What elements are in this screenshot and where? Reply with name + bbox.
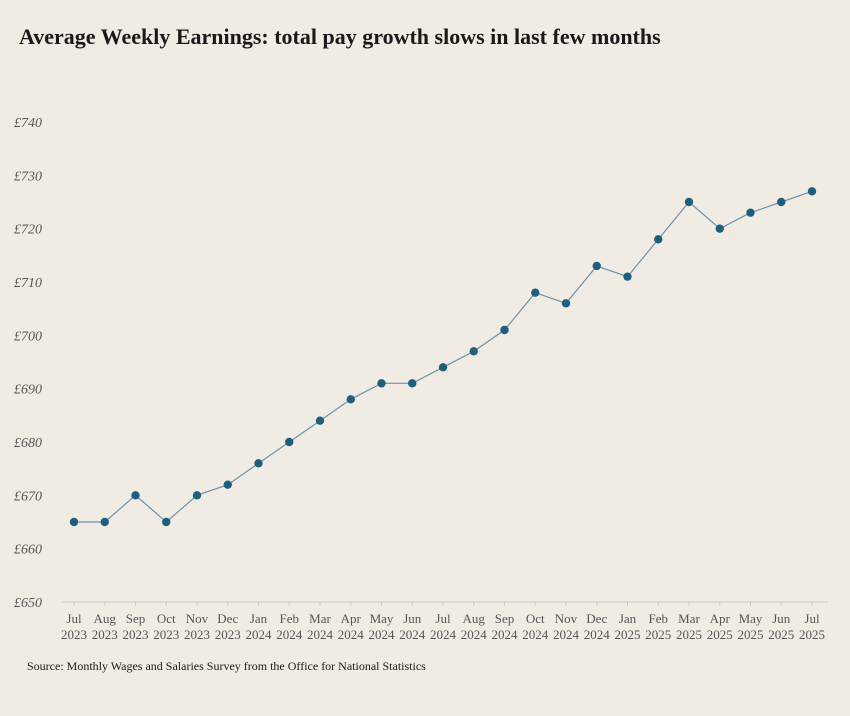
data-point xyxy=(100,517,109,527)
x-tick-label: Feb 2025 xyxy=(645,611,671,642)
series-markers xyxy=(69,187,817,527)
x-tick-label: Feb 2024 xyxy=(276,611,303,642)
x-tick-label: Jan 2024 xyxy=(246,611,273,642)
data-point xyxy=(684,197,694,207)
data-point xyxy=(531,288,540,297)
data-point xyxy=(223,480,232,489)
data-point xyxy=(346,395,355,404)
x-tick-label: Jul 2024 xyxy=(430,611,457,642)
data-point xyxy=(654,235,663,244)
series-line xyxy=(74,190,813,523)
x-tick-label: Aug 2023 xyxy=(92,611,118,642)
data-point xyxy=(500,325,509,335)
data-point xyxy=(469,347,478,356)
x-tick-label: Oct 2023 xyxy=(153,611,179,642)
x-tick-label: Apr 2025 xyxy=(707,611,733,642)
data-point xyxy=(192,491,202,500)
x-tick-label: Dec 2024 xyxy=(584,611,611,642)
data-point xyxy=(592,261,601,271)
data-point xyxy=(807,187,817,196)
y-tick-label: £680 xyxy=(14,436,42,451)
y-tick-label: £650 xyxy=(14,596,42,611)
x-tick-label: Oct 2024 xyxy=(522,611,549,642)
x-tick-label: Jun 2024 xyxy=(399,611,426,642)
chart-title: Average Weekly Earnings: total pay growt… xyxy=(19,24,661,49)
x-tick-label: Apr 2024 xyxy=(338,611,365,642)
source-note: Source: Monthly Wages and Salaries Surve… xyxy=(27,659,426,673)
y-axis: £650 £660 £670 £680 £690 £700 £710 £720 £730 £740 xyxy=(14,116,42,611)
x-tick-label: Jan 2025 xyxy=(615,611,641,642)
data-point xyxy=(131,491,140,500)
data-point xyxy=(715,224,724,233)
x-tick-label: Jul 2025 xyxy=(799,611,825,642)
x-tick-label: Jun 2025 xyxy=(768,611,794,642)
x-tick-label: Sep 2024 xyxy=(492,611,519,642)
data-point xyxy=(69,517,79,527)
y-tick-label: £740 xyxy=(14,116,42,131)
x-tick-label: Mar 2024 xyxy=(307,611,334,642)
data-point xyxy=(377,379,386,388)
data-point xyxy=(746,208,755,217)
x-tick-label: Aug 2024 xyxy=(461,611,488,642)
y-tick-label: £720 xyxy=(14,223,42,238)
x-tick-label: Mar 2025 xyxy=(676,611,702,642)
data-point xyxy=(623,272,632,281)
x-tick-label: May 2025 xyxy=(738,611,764,642)
x-tick-label: Nov 2024 xyxy=(553,611,580,642)
data-point xyxy=(561,299,571,308)
x-tick-label: Dec 2023 xyxy=(215,611,241,642)
x-tick-label: May 2024 xyxy=(369,611,396,642)
data-point xyxy=(315,416,325,425)
data-point xyxy=(162,517,171,527)
data-point xyxy=(254,459,263,468)
data-point xyxy=(777,197,786,207)
x-tick-label: Nov 2023 xyxy=(184,611,210,642)
y-tick-label: £730 xyxy=(14,169,42,184)
data-point xyxy=(408,379,417,388)
y-tick-label: £690 xyxy=(14,383,42,398)
x-tick-label: Jul 2023 xyxy=(61,611,87,642)
data-point xyxy=(438,363,448,372)
y-tick-label: £660 xyxy=(14,543,42,558)
y-tick-label: £700 xyxy=(14,329,42,344)
data-point xyxy=(285,437,294,447)
y-tick-label: £670 xyxy=(14,489,42,504)
y-tick-label: £710 xyxy=(14,276,42,291)
x-tick-label: Sep 2023 xyxy=(123,611,149,642)
